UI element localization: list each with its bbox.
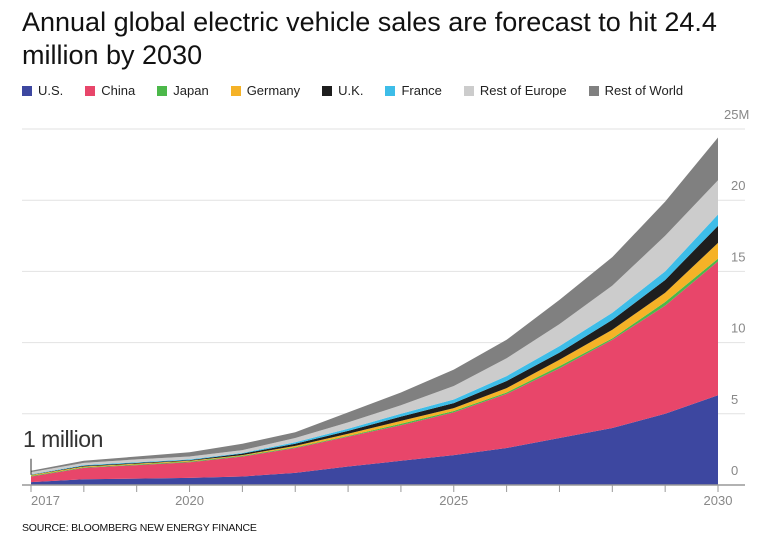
legend-item: Japan bbox=[157, 83, 209, 98]
legend-swatch bbox=[230, 85, 241, 96]
legend-swatch bbox=[22, 85, 32, 96]
legend-swatch bbox=[322, 85, 333, 96]
x-tick-label: 2030 bbox=[704, 493, 733, 508]
legend-item: U.K. bbox=[322, 83, 363, 98]
legend-swatch bbox=[463, 85, 474, 96]
area-france bbox=[31, 214, 718, 475]
legend-label: France bbox=[401, 83, 442, 98]
legend-label: Rest of Europe bbox=[479, 83, 567, 98]
legend-label: Germany bbox=[246, 83, 301, 98]
area-u-k- bbox=[31, 225, 718, 476]
legend-item: Rest of World bbox=[588, 83, 684, 98]
area-rest-of-europe bbox=[31, 180, 718, 475]
legend-label: U.K. bbox=[338, 83, 364, 98]
chart-title: Annual global electric vehicle sales are… bbox=[22, 7, 717, 70]
legend-item: France bbox=[385, 83, 442, 98]
area-u-s- bbox=[31, 395, 718, 485]
area-china bbox=[31, 261, 718, 483]
y-tick-label: 20 bbox=[731, 178, 745, 193]
area-rest-of-world bbox=[31, 137, 718, 473]
y-tick-label: 15 bbox=[731, 249, 745, 264]
legend-item: Rest of Europe bbox=[463, 83, 567, 98]
y-tick-label: 5 bbox=[731, 392, 738, 407]
legend-item: U.S. bbox=[22, 83, 63, 98]
legend-item: Germany bbox=[230, 83, 301, 98]
legend: U.S. China Japan Germany U.K. France Rest of E… bbox=[22, 83, 705, 98]
y-tick-label: 25M bbox=[724, 107, 749, 122]
legend-swatch bbox=[85, 85, 96, 96]
legend-label: Japan bbox=[173, 83, 209, 98]
legend-swatch bbox=[588, 85, 599, 96]
y-tick-label: 0 bbox=[731, 463, 738, 478]
source-note: SOURCE: BLOOMBERG NEW ENERGY FINANCE bbox=[22, 522, 257, 534]
legend-label: China bbox=[101, 83, 136, 98]
legend-item: China bbox=[85, 83, 135, 98]
area-germany bbox=[31, 242, 718, 476]
annotation-label: 1 million bbox=[23, 426, 103, 452]
y-tick-label: 10 bbox=[731, 321, 745, 336]
legend-swatch bbox=[385, 85, 396, 96]
x-tick-label: 2017 bbox=[31, 493, 60, 508]
x-tick-label: 2025 bbox=[439, 493, 468, 508]
legend-swatch bbox=[157, 85, 168, 96]
legend-label: Rest of World bbox=[604, 83, 684, 98]
x-tick-label: 2020 bbox=[175, 493, 204, 508]
legend-label: U.S. bbox=[38, 83, 64, 98]
